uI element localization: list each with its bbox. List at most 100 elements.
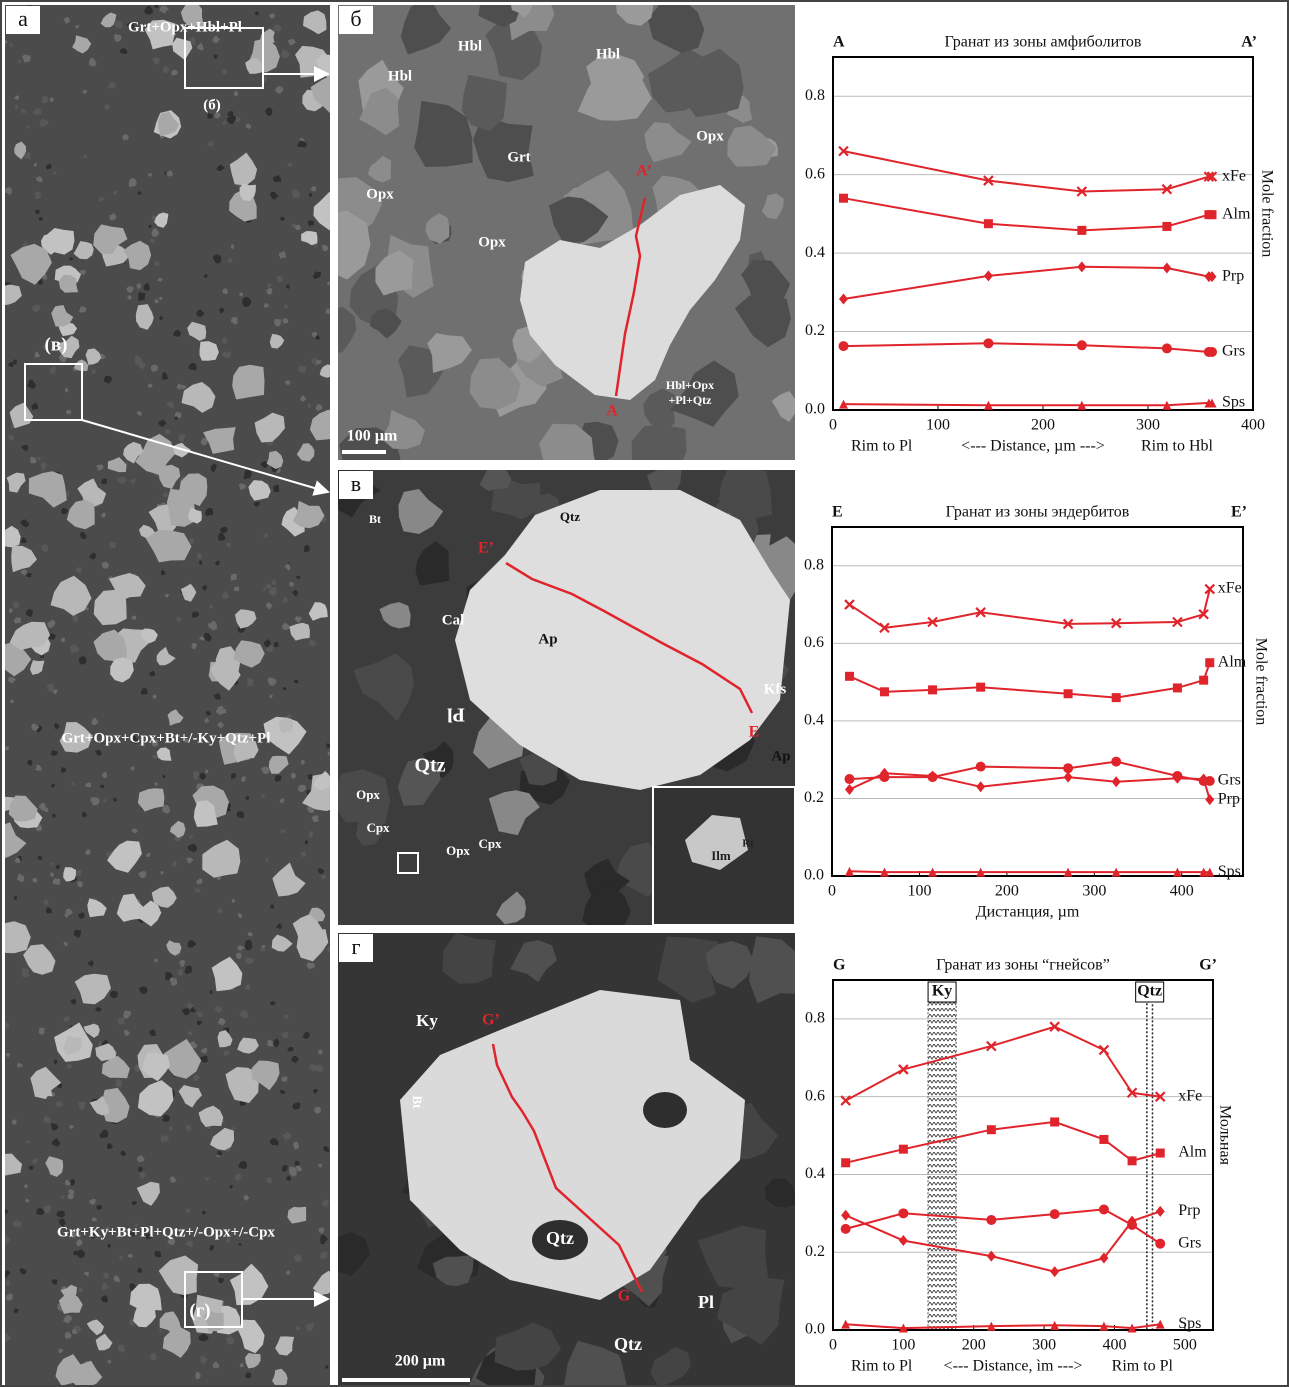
y-axis-label: Мольная bbox=[1216, 1105, 1233, 1166]
data-point bbox=[1050, 1209, 1060, 1219]
legend-marker bbox=[1208, 210, 1217, 219]
scale-label: 200 µm bbox=[395, 1353, 446, 1370]
texture bbox=[209, 604, 213, 608]
data-point bbox=[976, 683, 985, 692]
mineral-label: Grt+Opx+Cpx+Bt+/-Ky+Qtz+Pl bbox=[62, 730, 271, 746]
mineral-label: Cpx bbox=[478, 836, 502, 851]
y-tick-label: 0.4 bbox=[804, 712, 824, 729]
legend-label: Prp bbox=[1218, 790, 1240, 807]
y-tick-label: 0.8 bbox=[805, 87, 825, 104]
profile-label: E bbox=[749, 724, 760, 741]
legend-label: Prp bbox=[1222, 267, 1244, 284]
data-point bbox=[1099, 1135, 1108, 1144]
x-tick-label: 500 bbox=[1173, 1337, 1197, 1354]
data-point bbox=[839, 194, 848, 203]
texture bbox=[119, 1255, 123, 1259]
data-point bbox=[1077, 226, 1086, 235]
data-point bbox=[1050, 1117, 1059, 1126]
legend-label: xFe bbox=[1222, 167, 1246, 184]
corner-label: E bbox=[832, 504, 843, 521]
texture bbox=[287, 1207, 306, 1224]
profile-label: G bbox=[618, 1288, 631, 1305]
legend-label: Alm bbox=[1178, 1144, 1207, 1161]
mineral-label: Ilm bbox=[711, 848, 731, 863]
data-point bbox=[1155, 1239, 1165, 1249]
texture bbox=[247, 678, 253, 686]
legend-marker bbox=[1207, 347, 1217, 357]
x-tick-label: 100 bbox=[907, 883, 931, 900]
legend-label: Sps bbox=[1222, 394, 1245, 411]
data-point bbox=[1199, 676, 1208, 685]
mineral-label: Cpx bbox=[366, 820, 390, 835]
x-tick-label: 400 bbox=[1241, 417, 1265, 434]
x-tick-label: 300 bbox=[1082, 883, 1106, 900]
panel-letter: а bbox=[18, 6, 28, 31]
inclusion bbox=[643, 1092, 687, 1128]
data-point bbox=[880, 687, 889, 696]
x-tick-label: 400 bbox=[1102, 1337, 1126, 1354]
y-tick-label: 0.8 bbox=[805, 1010, 825, 1027]
data-point bbox=[1099, 1204, 1109, 1214]
y-tick-label: 0.0 bbox=[805, 401, 825, 418]
mineral-label: Bt bbox=[410, 1096, 425, 1110]
texture bbox=[4, 1022, 10, 1029]
chart-title: Гранат из зоны эндербитов bbox=[946, 504, 1130, 521]
mineral-label: Hbl+Opx bbox=[666, 378, 714, 392]
corner-label: A’ bbox=[1241, 34, 1257, 51]
y-tick-label: 0.2 bbox=[805, 1243, 825, 1260]
x-tick-label: 200 bbox=[1031, 417, 1055, 434]
mineral-label: Bt bbox=[369, 512, 381, 526]
legend-label: Grs bbox=[1222, 343, 1245, 360]
data-point bbox=[841, 1224, 851, 1234]
data-point bbox=[928, 685, 937, 694]
mineral-label: Opx bbox=[446, 843, 470, 858]
data-point bbox=[1162, 222, 1171, 231]
chart-title: Гранат из зоны амфиболитов bbox=[945, 34, 1142, 51]
x-tick-label: 400 bbox=[1170, 883, 1194, 900]
x-tick-label: 0 bbox=[829, 1337, 837, 1354]
corner-label: G bbox=[833, 957, 846, 974]
data-point bbox=[898, 1208, 908, 1218]
mineral-label: Ap bbox=[771, 748, 790, 764]
zoom-label: (г) bbox=[189, 1300, 210, 1321]
y-tick-label: 0.0 bbox=[804, 867, 824, 884]
data-point bbox=[839, 341, 849, 351]
legend-label: Grs bbox=[1178, 1234, 1201, 1251]
x-tick-label: 0 bbox=[829, 417, 837, 434]
mineral-label: Qtz bbox=[546, 1228, 574, 1248]
x-axis-label: Rim to Pl bbox=[1112, 1358, 1174, 1375]
texture bbox=[479, 464, 511, 491]
mineral-label: Grt+Ky+Bt+Pl+Qtz+/-Opx+/-Cpx bbox=[57, 1224, 275, 1240]
data-point bbox=[976, 762, 986, 772]
profile-label: A bbox=[606, 403, 618, 420]
zoom-label: (в) bbox=[45, 334, 68, 355]
legend-label: xFe bbox=[1178, 1087, 1202, 1104]
y-tick-label: 0.2 bbox=[805, 322, 825, 339]
mineral-label: Cal bbox=[442, 612, 465, 628]
panel-letter: б bbox=[350, 6, 361, 31]
data-point bbox=[841, 1158, 850, 1167]
y-tick-label: 0.8 bbox=[804, 556, 824, 573]
texture bbox=[232, 365, 264, 400]
band bbox=[928, 998, 956, 1330]
legend-label: xFe bbox=[1218, 580, 1242, 597]
mineral-label: Opx bbox=[478, 234, 506, 250]
texture bbox=[207, 113, 212, 118]
x-tick-label: 300 bbox=[1032, 1337, 1056, 1354]
data-point bbox=[1064, 689, 1073, 698]
data-point bbox=[986, 1215, 996, 1225]
profile-label: E’ bbox=[478, 540, 494, 557]
y-tick-label: 0.0 bbox=[805, 1321, 825, 1338]
x-axis-label: Дистанция, µm bbox=[976, 904, 1080, 921]
figure: а б в г Grt+Opx+Hbl+Pl (б) (в) Grt+Opx+C… bbox=[0, 0, 1289, 1387]
texture bbox=[105, 104, 110, 110]
mineral-label: Grt+Opx+Hbl+Pl bbox=[128, 19, 242, 35]
chart-title: Гранат из зоны “гнейсов” bbox=[936, 957, 1110, 974]
data-point bbox=[1112, 693, 1121, 702]
y-tick-label: 0.6 bbox=[804, 634, 824, 651]
legend-label: Sps bbox=[1218, 863, 1241, 880]
data-point bbox=[1127, 1220, 1137, 1230]
profile-label: A’ bbox=[636, 163, 652, 180]
legend-label: Alm bbox=[1222, 205, 1251, 222]
mineral-label: +Pl+Qtz bbox=[669, 393, 713, 407]
